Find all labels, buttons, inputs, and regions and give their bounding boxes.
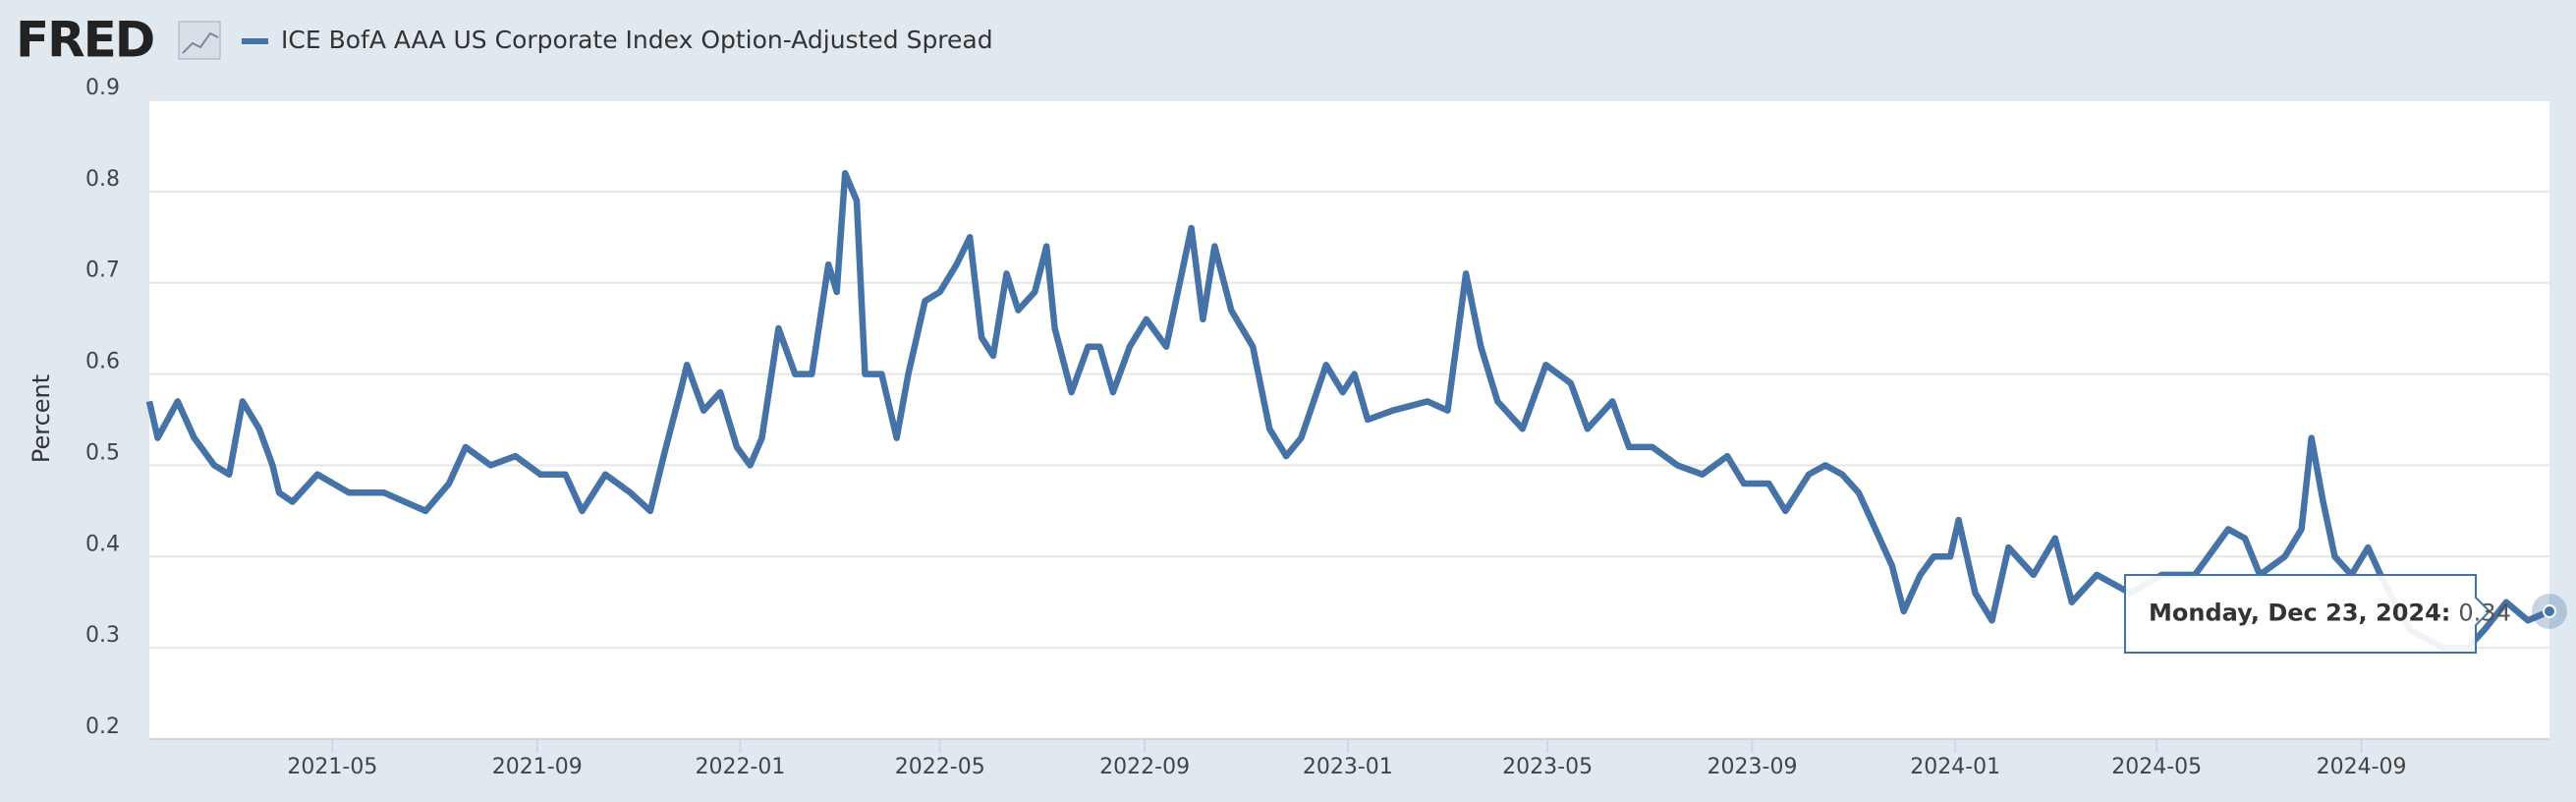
tooltip-box — [2124, 574, 2492, 654]
logo[interactable]: FRED — [16, 12, 155, 69]
tooltip-date: Monday, Dec 23, 2024: — [2149, 600, 2450, 627]
tooltip-value: 0.34 — [2458, 600, 2510, 627]
x-tick-label: 2023-09 — [1708, 755, 1798, 779]
y-tick-label: 0.9 — [85, 76, 120, 100]
y-axis-label: Percent — [28, 374, 55, 463]
x-tick-label: 2022-01 — [695, 755, 785, 779]
y-tick-label: 0.5 — [85, 440, 120, 465]
x-tick-label: 2022-09 — [1099, 755, 1190, 779]
series-line — [145, 170, 2551, 652]
legend-label: ICE BofA AAA US Corporate Index Option-A… — [281, 26, 993, 54]
x-tick-label: 2021-09 — [492, 755, 583, 779]
y-tick-label: 0.8 — [85, 167, 120, 192]
x-tick-label: 2024-05 — [2111, 755, 2202, 779]
x-tick-label: 2023-01 — [1303, 755, 1393, 779]
y-tick-label: 0.6 — [85, 350, 120, 374]
y-tick-label: 0.7 — [85, 258, 120, 283]
x-tick-label: 2022-05 — [895, 755, 985, 779]
y-tick-label: 0.4 — [85, 532, 120, 556]
logo-icon — [178, 21, 221, 60]
y-tick-label: 0.3 — [85, 623, 120, 648]
x-tick-label: 2024-09 — [2317, 755, 2407, 779]
x-tick-label: 2023-05 — [1502, 755, 1593, 779]
tooltip-text: Monday, Dec 23, 2024: 0.34 — [2149, 600, 2511, 627]
y-tick-label: 0.2 — [85, 715, 120, 739]
hover-point — [2543, 604, 2556, 618]
x-tick-label: 2021-05 — [287, 755, 377, 779]
x-tick-label: 2024-01 — [1910, 755, 2000, 779]
